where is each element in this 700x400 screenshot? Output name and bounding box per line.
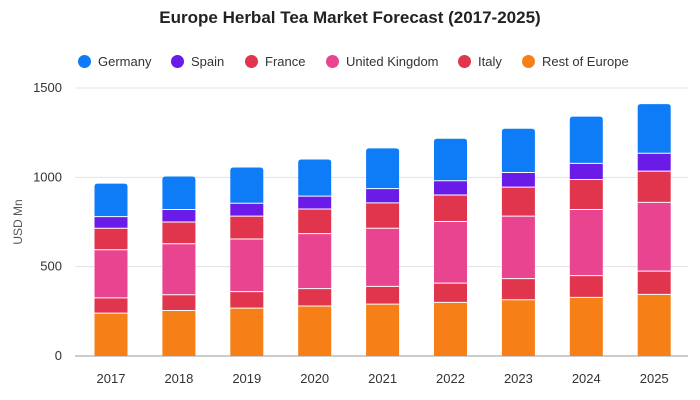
bar-segment: [162, 310, 196, 356]
legend-label: Spain: [191, 54, 225, 69]
bar-segment: [637, 271, 671, 295]
bar-segment: [230, 291, 264, 309]
bar-segment: [637, 202, 671, 272]
bar-segment: [162, 209, 196, 222]
legend-label: Germany: [98, 54, 152, 69]
y-tick-label: 0: [55, 348, 62, 363]
legend-swatch: [78, 55, 91, 68]
bar-segment: [230, 238, 264, 292]
bar-segment: [94, 313, 128, 356]
legend-item[interactable]: Germany: [78, 54, 151, 69]
bar-segment: [162, 243, 196, 295]
bar-segment: [637, 153, 671, 172]
bar-segment: [298, 305, 332, 356]
chart-title: Europe Herbal Tea Market Forecast (2017-…: [159, 8, 541, 27]
bar-segment: [501, 128, 535, 173]
bar-segment: [366, 228, 400, 287]
bar-segment: [298, 208, 332, 234]
legend-label: France: [265, 54, 306, 69]
legend-item[interactable]: Spain: [171, 54, 224, 69]
bar-segment: [434, 302, 467, 356]
bar-segment: [366, 286, 400, 305]
bar-segment: [637, 294, 671, 356]
bar-segment: [94, 249, 128, 298]
bar-segment: [162, 176, 196, 210]
bar-segment: [501, 187, 535, 217]
y-axis-title: USD Mn: [11, 199, 25, 244]
bar-segment: [434, 195, 467, 222]
bar-segment: [434, 180, 467, 196]
bar-segment: [94, 183, 128, 217]
bar-segment: [230, 308, 264, 356]
bar-segment: [637, 171, 671, 203]
bar-segment: [501, 299, 535, 356]
bar-segment: [94, 297, 128, 314]
bar-segment: [569, 209, 603, 276]
legend-label: Rest of Europe: [542, 54, 629, 69]
bar-segment: [230, 167, 264, 204]
bar-segment: [230, 216, 264, 239]
x-tick-label: 2018: [164, 371, 193, 386]
bar-segment: [569, 179, 603, 210]
bar-segment: [94, 216, 128, 229]
legend-swatch: [245, 55, 258, 68]
x-tick-label: 2021: [368, 371, 397, 386]
legend-label: United Kingdom: [346, 54, 439, 69]
x-tick-label: 2023: [504, 371, 533, 386]
bar-segment: [637, 104, 671, 154]
y-tick-label: 500: [40, 259, 62, 274]
bar-segment: [569, 275, 603, 298]
bar-segment: [569, 116, 603, 164]
bar-segment: [434, 221, 467, 284]
x-tick-label: 2024: [572, 371, 601, 386]
x-tick-label: 2025: [640, 371, 669, 386]
bar-segment: [298, 233, 332, 289]
x-tick-label: 2017: [97, 371, 126, 386]
legend-swatch: [522, 55, 535, 68]
legend-item[interactable]: France: [245, 54, 305, 69]
legend-item[interactable]: United Kingdom: [326, 54, 439, 69]
x-tick-label: 2020: [300, 371, 329, 386]
bar-segment: [94, 228, 128, 250]
bar-segment: [501, 172, 535, 188]
y-tick-label: 1500: [33, 80, 62, 95]
bar-segment: [298, 196, 332, 209]
bar-segment: [501, 278, 535, 300]
bar-segment: [366, 202, 400, 229]
bar-segment: [298, 159, 332, 197]
bar-segment: [366, 148, 400, 189]
y-tick-label: 1000: [33, 169, 62, 184]
legend: Germany Spain France United Kingdom Italy Res…: [0, 54, 700, 70]
x-tick-label: 2022: [436, 371, 465, 386]
legend-label: Italy: [478, 54, 502, 69]
legend-item[interactable]: Italy: [458, 54, 502, 69]
bar-segment: [434, 283, 467, 303]
bar-segment: [366, 188, 400, 203]
bar-segment: [298, 288, 332, 306]
x-tick-label: 2019: [232, 371, 261, 386]
bar-segment: [230, 203, 264, 217]
bar-segment: [162, 294, 196, 311]
bar-segment: [501, 216, 535, 279]
legend-swatch: [458, 55, 471, 68]
bar-segment: [569, 163, 603, 180]
bar-segment: [162, 222, 196, 244]
bar-segment: [569, 297, 603, 356]
bar-segment: [434, 138, 467, 181]
legend-swatch: [171, 55, 184, 68]
bar-segment: [366, 304, 400, 356]
legend-item[interactable]: Rest of Europe: [522, 54, 629, 69]
legend-swatch: [326, 55, 339, 68]
